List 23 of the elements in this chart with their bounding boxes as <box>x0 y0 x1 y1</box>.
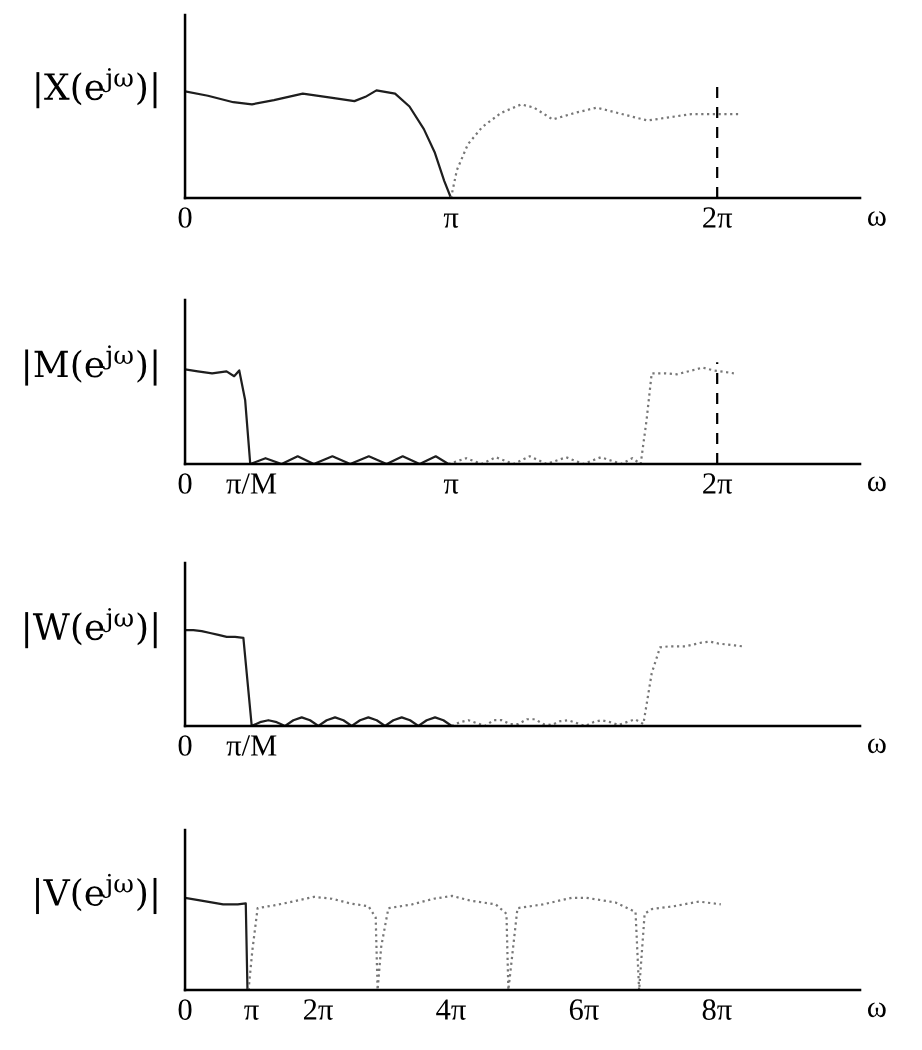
y-axis-title: |W(e$^{jω}$)| <box>25 607 157 649</box>
x-tick-label: π <box>244 1005 259 1020</box>
y-axis-title: |M(e$^{jω}$)| <box>25 345 157 386</box>
y-axis-title: |X(e$^{jω}$)| <box>36 68 157 109</box>
x-tick-label: 0 <box>178 207 192 228</box>
x-tick-label: π <box>443 479 459 494</box>
x-axis-title: ω <box>867 476 886 492</box>
x-tick-label: π <box>443 213 459 228</box>
x-tick-label: 0 <box>178 473 192 494</box>
x-tick-label: 2π <box>703 207 733 228</box>
x-axis-title: ω <box>867 1002 886 1018</box>
x-tick-label: 2π <box>703 473 733 494</box>
x-tick-label: 4π <box>436 999 466 1020</box>
x-tick-label: 6π <box>569 999 599 1020</box>
x-tick-label: 8π <box>702 999 732 1020</box>
x-tick-label: 0 <box>178 735 192 756</box>
y-axis-title: |V(e$^{jω}$)| <box>36 873 157 915</box>
x-tick-label: π/M <box>226 735 277 756</box>
x-axis-title: ω <box>867 738 886 754</box>
x-tick-label: 2π <box>303 999 333 1020</box>
x-tick-label: π/M <box>226 473 277 494</box>
x-tick-label: 0 <box>178 999 192 1020</box>
x-axis-title: ω <box>867 211 886 226</box>
